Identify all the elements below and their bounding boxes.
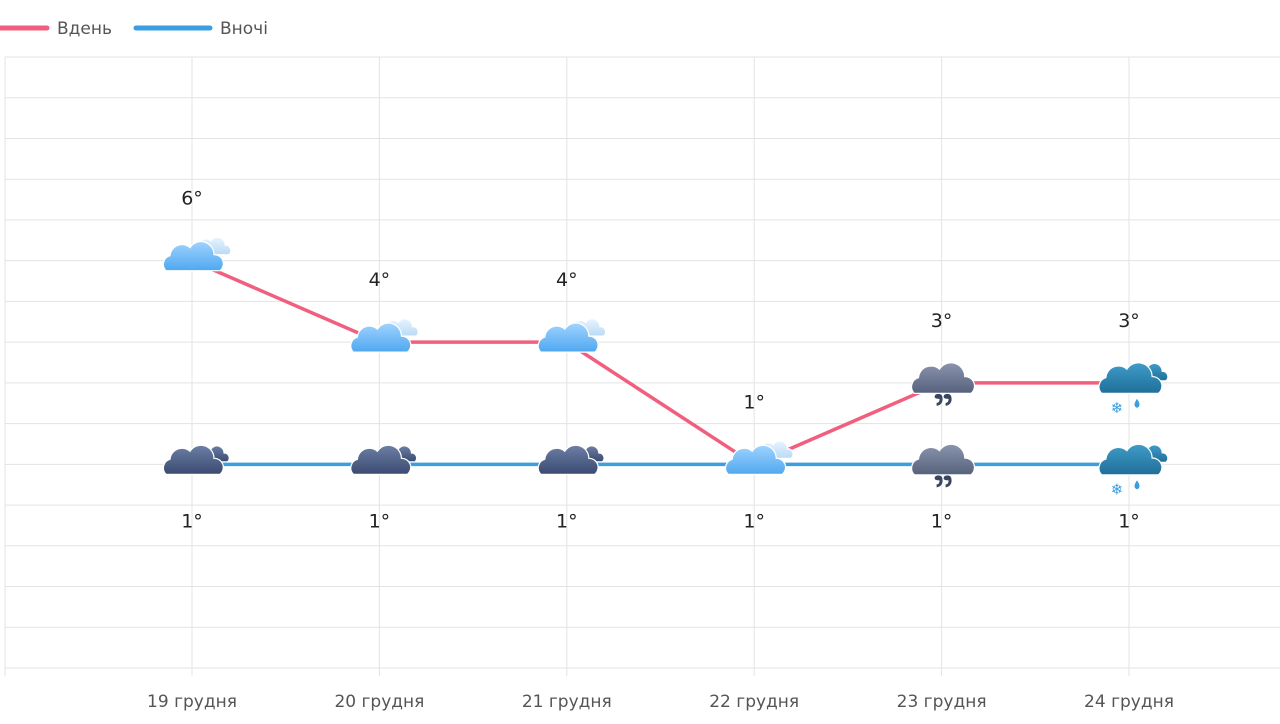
cloudy-day-icon (725, 440, 794, 475)
data-label: 6° (181, 188, 203, 210)
legend: Вдень Вночі (0, 19, 268, 39)
sleet-cloud-icon: ❄ (1098, 362, 1169, 417)
rain-cloud-icon (910, 443, 976, 488)
x-tick-label: 23 грудня (897, 692, 987, 712)
data-label: 3° (931, 310, 953, 332)
grid (4, 56, 1280, 676)
cloudy-day-icon (350, 318, 419, 353)
x-axis: 19 грудня 20 грудня 21 грудня 22 грудня 23 г… (147, 692, 1174, 712)
data-label: 1° (369, 510, 391, 532)
data-label: 1° (931, 510, 953, 532)
data-label: 4° (369, 269, 391, 291)
x-tick-label: 19 грудня (147, 692, 237, 712)
svg-text:❄: ❄ (1111, 480, 1124, 498)
data-label: 1° (743, 510, 765, 532)
cloudy-day-icon (162, 236, 232, 272)
cloudy-day-icon (537, 318, 607, 353)
x-tick-label: 24 грудня (1084, 692, 1174, 712)
data-label: 1° (181, 510, 203, 532)
data-label: 1° (743, 391, 765, 413)
data-label: 1° (1118, 510, 1140, 532)
rain-cloud-icon (910, 362, 976, 406)
cloudy-night-icon (162, 444, 230, 475)
data-label: 1° (556, 510, 578, 532)
x-tick-label: 22 грудня (709, 692, 799, 712)
cloudy-night-icon (350, 444, 418, 475)
series: 6° 4° 4° 1° 3° ❄ 3° 1° 1° 1° 1° 1° ❄ 1° (162, 188, 1169, 532)
x-tick-label: 20 грудня (334, 692, 424, 712)
legend-label[interactable]: Вдень (57, 19, 112, 39)
svg-text:❄: ❄ (1111, 399, 1124, 417)
series-line (191, 259, 1129, 467)
sleet-cloud-icon: ❄ (1098, 443, 1169, 498)
legend-label[interactable]: Вночі (220, 19, 268, 39)
data-label: 4° (556, 269, 578, 291)
cloudy-night-icon (537, 444, 605, 475)
x-tick-label: 21 грудня (522, 692, 612, 712)
data-label: 3° (1118, 310, 1140, 332)
